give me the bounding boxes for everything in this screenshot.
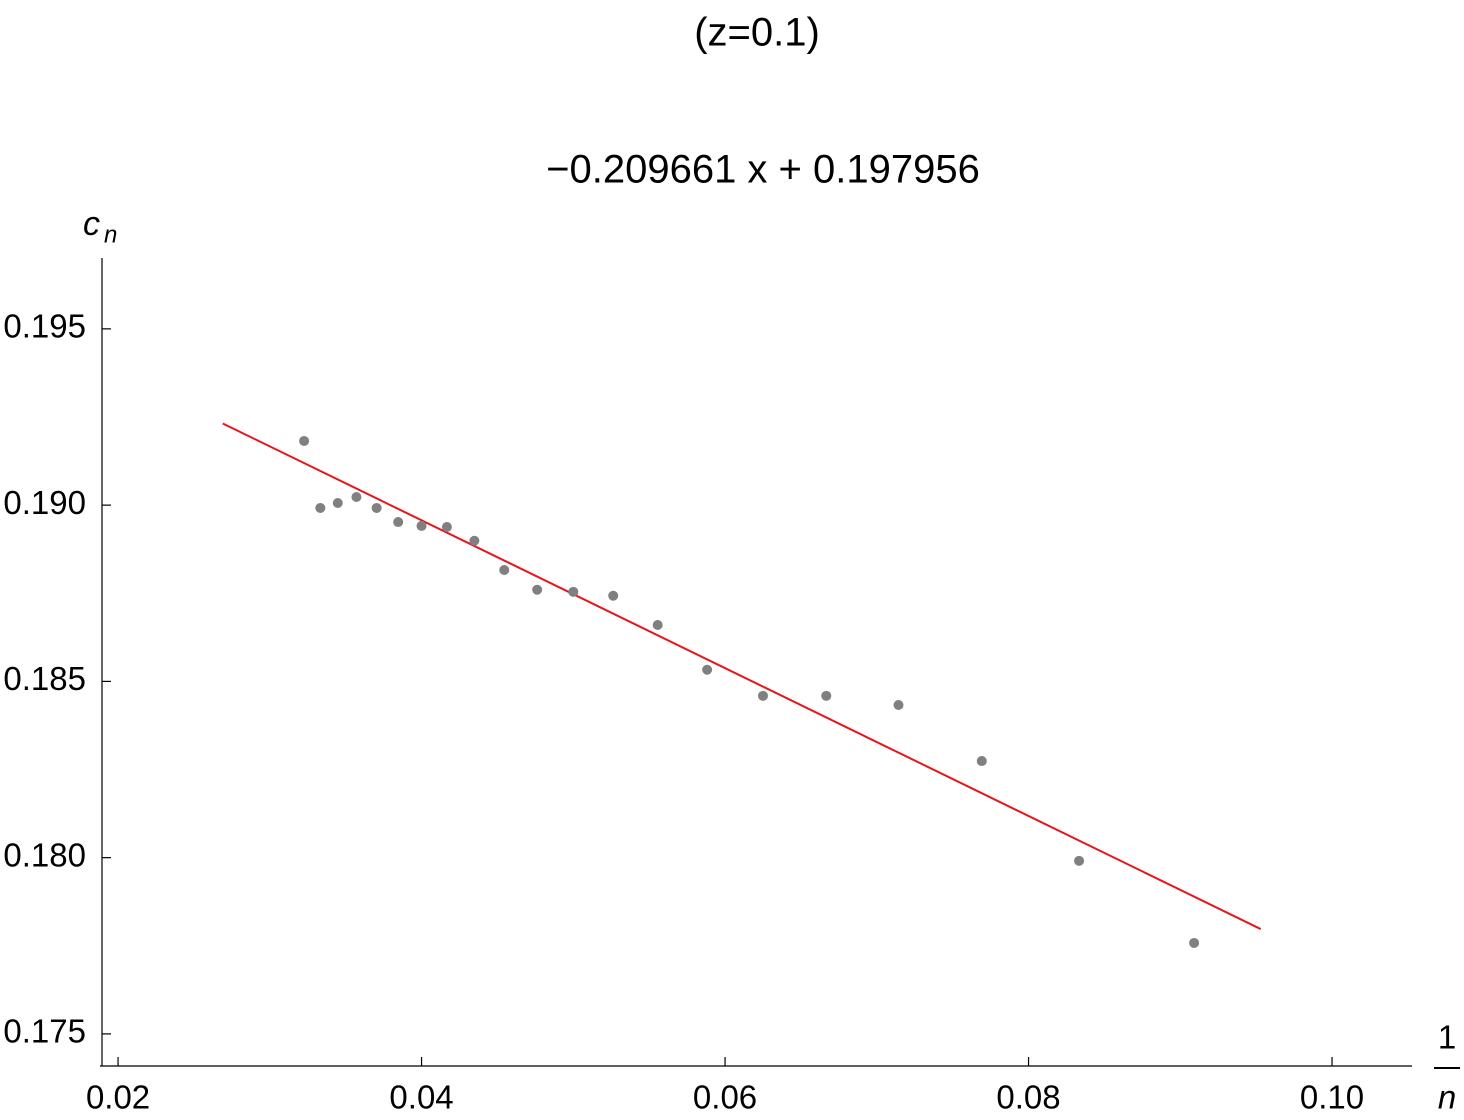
x-axis-label-den: n (1438, 1079, 1456, 1116)
data-point (702, 664, 713, 675)
y-tick-label: 0.190 (3, 484, 86, 521)
data-point (821, 690, 832, 701)
x-tick-label: 0.02 (86, 1079, 150, 1116)
data-point (757, 690, 768, 701)
x-tick-label: 0.08 (996, 1079, 1060, 1116)
y-axis-label-sub: n (104, 221, 117, 248)
data-point (351, 492, 362, 503)
data-point (568, 586, 579, 597)
x-tick-label: 0.04 (389, 1079, 453, 1116)
data-point (441, 521, 452, 532)
y-tick-label: 0.185 (3, 660, 86, 697)
data-point (299, 435, 310, 446)
data-point (416, 520, 427, 531)
chart-subtitle: −0.209661 x + 0.197956 (546, 148, 980, 192)
y-tick-label: 0.175 (3, 1013, 86, 1050)
data-point (532, 584, 543, 595)
data-point (1189, 937, 1200, 948)
data-point (332, 498, 343, 509)
x-tick-label: 0.06 (693, 1079, 757, 1116)
x-tick-label: 0.10 (1300, 1079, 1364, 1116)
chart-title: (z=0.1) (694, 11, 820, 55)
data-point (608, 590, 619, 601)
data-point (976, 756, 987, 767)
data-point (393, 517, 404, 528)
y-tick-label: 0.195 (3, 308, 86, 345)
data-point (315, 502, 326, 513)
data-point (893, 700, 904, 711)
y-tick-label: 0.180 (3, 836, 86, 873)
data-point (652, 619, 663, 630)
data-point (1074, 855, 1085, 866)
x-axis-label-num: 1 (1438, 1019, 1456, 1056)
data-point (499, 564, 510, 575)
data-point (469, 535, 480, 546)
fit-line (222, 422, 1262, 930)
data-point (371, 502, 382, 513)
y-axis-label: c (83, 205, 100, 243)
